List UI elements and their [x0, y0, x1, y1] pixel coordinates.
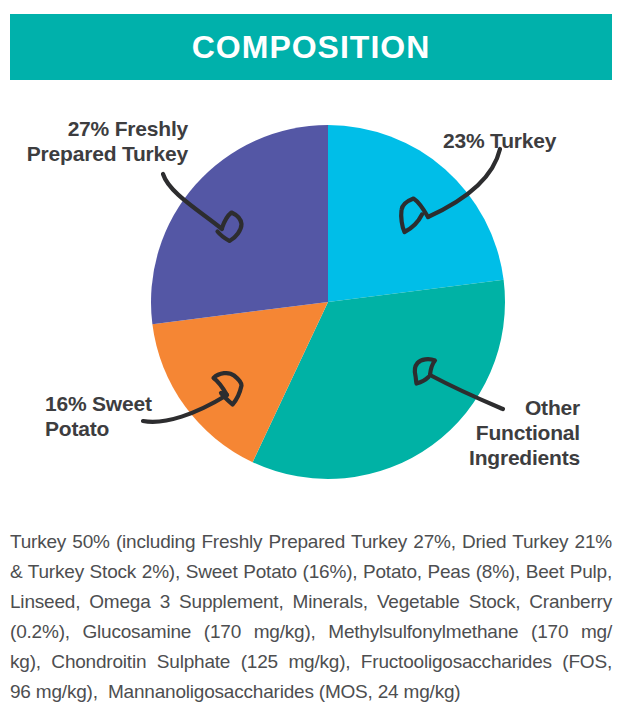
composition-infographic: COMPOSITION 27% Freshly Prepared Tu [0, 0, 622, 710]
composition-text-line: Linseed, Omega 3 Supplement, Minerals, V… [10, 587, 612, 617]
composition-text-line: & Turkey Stock 2%), Sweet Potato (16%), … [10, 557, 612, 587]
label-other-functional-ingredients: Other Functional Ingredients [469, 395, 580, 470]
label-line: Prepared Turkey [27, 141, 188, 166]
composition-text-line: kg), Chondroitin Sulphate (125 mg/kg), F… [10, 647, 612, 677]
label-line: Potato [45, 416, 152, 441]
label-line: Other [469, 395, 580, 420]
label-line: 27% Freshly [27, 116, 188, 141]
composition-text-line: (0.2%), Glucosamine (170 mg/kg), Methyls… [10, 617, 612, 647]
label-line: Ingredients [469, 445, 580, 470]
label-line: 16% Sweet [45, 391, 152, 416]
label-line: Functional [469, 420, 580, 445]
composition-text: Turkey 50% (including Freshly Prepared T… [10, 527, 612, 707]
label-freshly-prepared-turkey: 27% Freshly Prepared Turkey [27, 116, 188, 166]
composition-text-line: Turkey 50% (including Freshly Prepared T… [10, 527, 612, 557]
label-turkey: 23% Turkey [443, 128, 556, 153]
label-sweet-potato: 16% Sweet Potato [45, 391, 152, 441]
composition-text-line: 96 mg/kg), Mannanoligosaccharides (MOS, … [10, 677, 612, 707]
label-line: 23% Turkey [443, 128, 556, 153]
pie-slices [151, 125, 505, 479]
